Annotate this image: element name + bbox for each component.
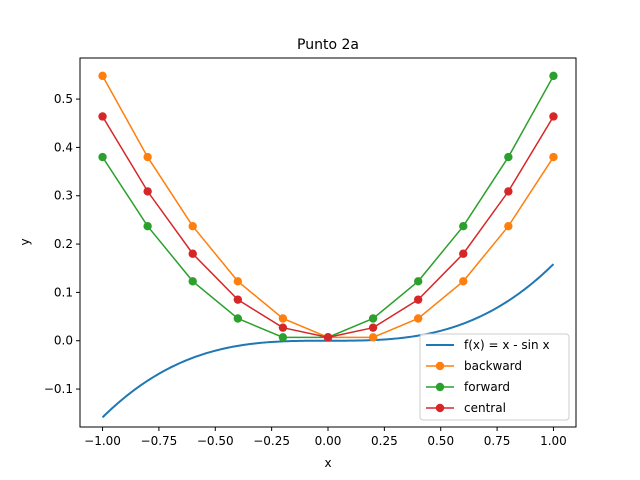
x-tick-label: 1.00: [540, 434, 567, 448]
y-tick-label: 0.2: [54, 237, 73, 251]
y-tick-label: 0.4: [54, 140, 73, 154]
data-point: [323, 333, 333, 342]
y-tick-label: 0.0: [54, 334, 73, 348]
data-point: [188, 249, 197, 258]
legend-marker: [435, 361, 445, 371]
legend-label: backward: [464, 359, 522, 373]
y-tick-label: 0.1: [54, 285, 73, 299]
data-point: [504, 152, 513, 162]
series-line-backward: [101, 75, 555, 339]
data-point: [278, 333, 288, 342]
data-point: [143, 187, 152, 196]
data-point: [233, 277, 243, 286]
series-1: [98, 71, 558, 342]
x-tick-label: 0.25: [371, 434, 398, 448]
x-tick-label: −0.25: [253, 434, 290, 448]
legend-item: central: [426, 401, 506, 415]
x-tick-label: −1.00: [84, 434, 121, 448]
data-point: [368, 323, 378, 332]
data-point: [413, 314, 423, 323]
data-point: [549, 152, 558, 162]
x-tick-label: 0.50: [427, 434, 454, 448]
y-tick-label: 0.3: [54, 189, 73, 203]
data-point: [413, 295, 423, 304]
series-line-central: [101, 116, 555, 339]
data-point: [549, 112, 558, 121]
data-point: [278, 314, 288, 323]
x-tick-label: 0.00: [315, 434, 342, 448]
data-point: [98, 152, 107, 162]
series-3: [98, 112, 558, 342]
data-point: [459, 249, 468, 258]
data-point: [98, 71, 107, 81]
data-point: [504, 187, 513, 196]
data-point: [143, 152, 152, 162]
legend-marker: [435, 403, 445, 413]
series-2: [98, 71, 558, 342]
data-point: [504, 221, 513, 231]
y-tick-label: 0.5: [54, 92, 73, 106]
data-point: [143, 221, 152, 231]
data-point: [233, 295, 243, 304]
y-axis-label: y: [18, 238, 32, 245]
legend-marker: [435, 382, 445, 392]
data-point: [459, 221, 468, 231]
data-point: [549, 71, 558, 81]
y-tick-label: −0.1: [44, 382, 73, 396]
legend-label: forward: [464, 380, 510, 394]
legend-box: [419, 333, 570, 421]
data-point: [98, 112, 107, 121]
data-point: [233, 314, 243, 323]
chart-title: Punto 2a: [297, 37, 359, 53]
x-tick-label: −0.75: [141, 434, 178, 448]
x-axis-label: x: [324, 456, 331, 470]
data-point: [368, 333, 378, 342]
data-point: [368, 314, 378, 323]
legend-item: backward: [426, 359, 522, 373]
data-point: [278, 323, 288, 332]
series-line-forward: [101, 75, 555, 339]
x-tick-label: 0.75: [484, 434, 511, 448]
data-point: [413, 277, 423, 286]
x-tick-label: −0.50: [197, 434, 234, 448]
plot-area: [98, 71, 558, 419]
data-point: [188, 277, 197, 286]
legend-item: forward: [426, 380, 510, 394]
data-point: [459, 277, 468, 286]
y-axis: −0.1 0.0 0.1 0.2 0.3 0.4 0.5: [44, 92, 80, 396]
legend-label: f(x) = x - sin x: [464, 338, 550, 352]
data-point: [188, 221, 197, 231]
legend: f(x) = x - sin x backward forward central: [419, 333, 570, 421]
x-axis: −1.00 −0.75 −0.50 −0.25 0.00 0.25 0.50 0.75 1.00: [84, 427, 567, 448]
legend-item: f(x) = x - sin x: [426, 338, 550, 352]
legend-label: central: [464, 401, 506, 415]
